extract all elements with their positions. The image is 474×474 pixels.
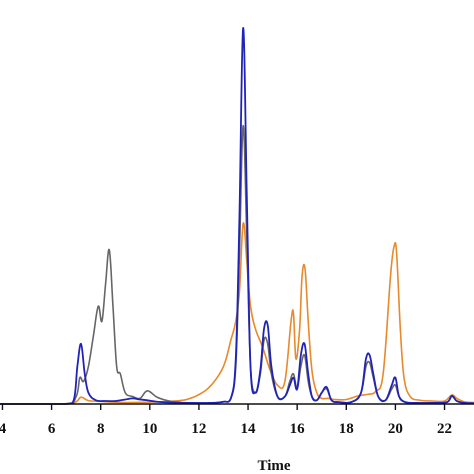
x-tick-label: 6 <box>48 421 56 437</box>
x-tick-label: 18 <box>339 421 354 437</box>
x-tick-label: 22 <box>437 421 452 437</box>
x-tick-label: 20 <box>388 421 403 437</box>
x-tick-label: 4 <box>0 421 7 437</box>
x-axis-title: Time <box>257 458 290 474</box>
x-tick-label: 12 <box>191 421 206 437</box>
x-tick-label: 10 <box>142 421 157 437</box>
x-tick-label: 16 <box>290 421 306 437</box>
x-axis-ticks: 4 6 8 10 12 14 16 18 20 22 <box>0 404 452 437</box>
series-layer <box>0 27 474 405</box>
x-tick-label: 8 <box>97 421 105 437</box>
series-line-3 <box>0 27 474 405</box>
x-tick-label: 14 <box>241 421 257 437</box>
